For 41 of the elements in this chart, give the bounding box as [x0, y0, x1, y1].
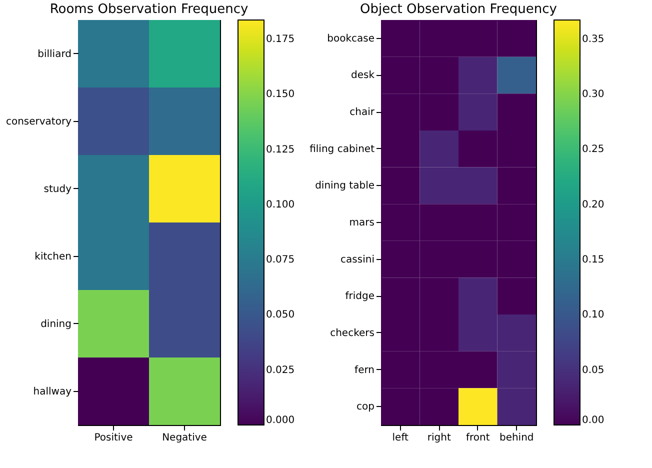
- y-tick-label: conservatory: [6, 116, 72, 128]
- color-bar-label: 0.175: [266, 34, 295, 45]
- color-bar-label: 0.025: [266, 364, 295, 376]
- chart-title: Rooms Observation Frequency: [50, 2, 248, 17]
- color-bar-label: 0.150: [266, 89, 295, 100]
- color-bar-label: 0.05: [582, 364, 604, 376]
- x-tick-label: left: [392, 432, 409, 444]
- y-tick-label: fridge: [345, 291, 374, 302]
- color-bar-label: 0.10: [582, 310, 604, 321]
- y-tick-label: cassini: [340, 254, 374, 266]
- color-bar-label: 0.100: [266, 199, 295, 210]
- chart-title: Object Observation Frequency: [360, 2, 558, 17]
- color-bar-label: 0.075: [266, 254, 295, 266]
- y-tick-label: filing cabinet: [310, 144, 375, 155]
- color-bar-label: 0.35: [582, 34, 604, 45]
- color-bar-label: 0.30: [582, 88, 604, 100]
- y-tick-label: dining table: [315, 180, 374, 192]
- y-tick-label: cop: [356, 402, 374, 413]
- y-tick-label: dining: [40, 318, 72, 330]
- y-tick-label: checkers: [330, 328, 374, 339]
- color-bar-label: 0.00: [582, 415, 604, 426]
- y-tick-label: fern: [354, 364, 374, 376]
- x-tick-label: right: [427, 432, 451, 444]
- color-bar-label: 0.050: [266, 310, 295, 321]
- x-tick-label: Negative: [162, 432, 207, 444]
- y-tick-label: chair: [350, 107, 376, 118]
- x-tick-label: front: [466, 432, 490, 444]
- y-tick-label: billiard: [38, 48, 72, 60]
- color-bar-label: 0.20: [582, 199, 604, 210]
- color-bar-label: 0.25: [582, 144, 604, 156]
- y-tick-label: kitchen: [34, 251, 72, 262]
- y-tick-label: mars: [349, 218, 374, 228]
- color-bar-label: 0.15: [582, 254, 604, 266]
- y-tick-label: bookcase: [327, 33, 374, 44]
- y-tick-label: hallway: [33, 386, 72, 398]
- x-tick-label: behind: [499, 432, 534, 444]
- x-tick-label: Positive: [94, 432, 133, 444]
- y-tick-label: study: [44, 184, 72, 195]
- color-bar-label: 0.125: [266, 144, 295, 156]
- y-tick-label: desk: [350, 70, 375, 82]
- color-bar-label: 0.000: [266, 415, 295, 426]
